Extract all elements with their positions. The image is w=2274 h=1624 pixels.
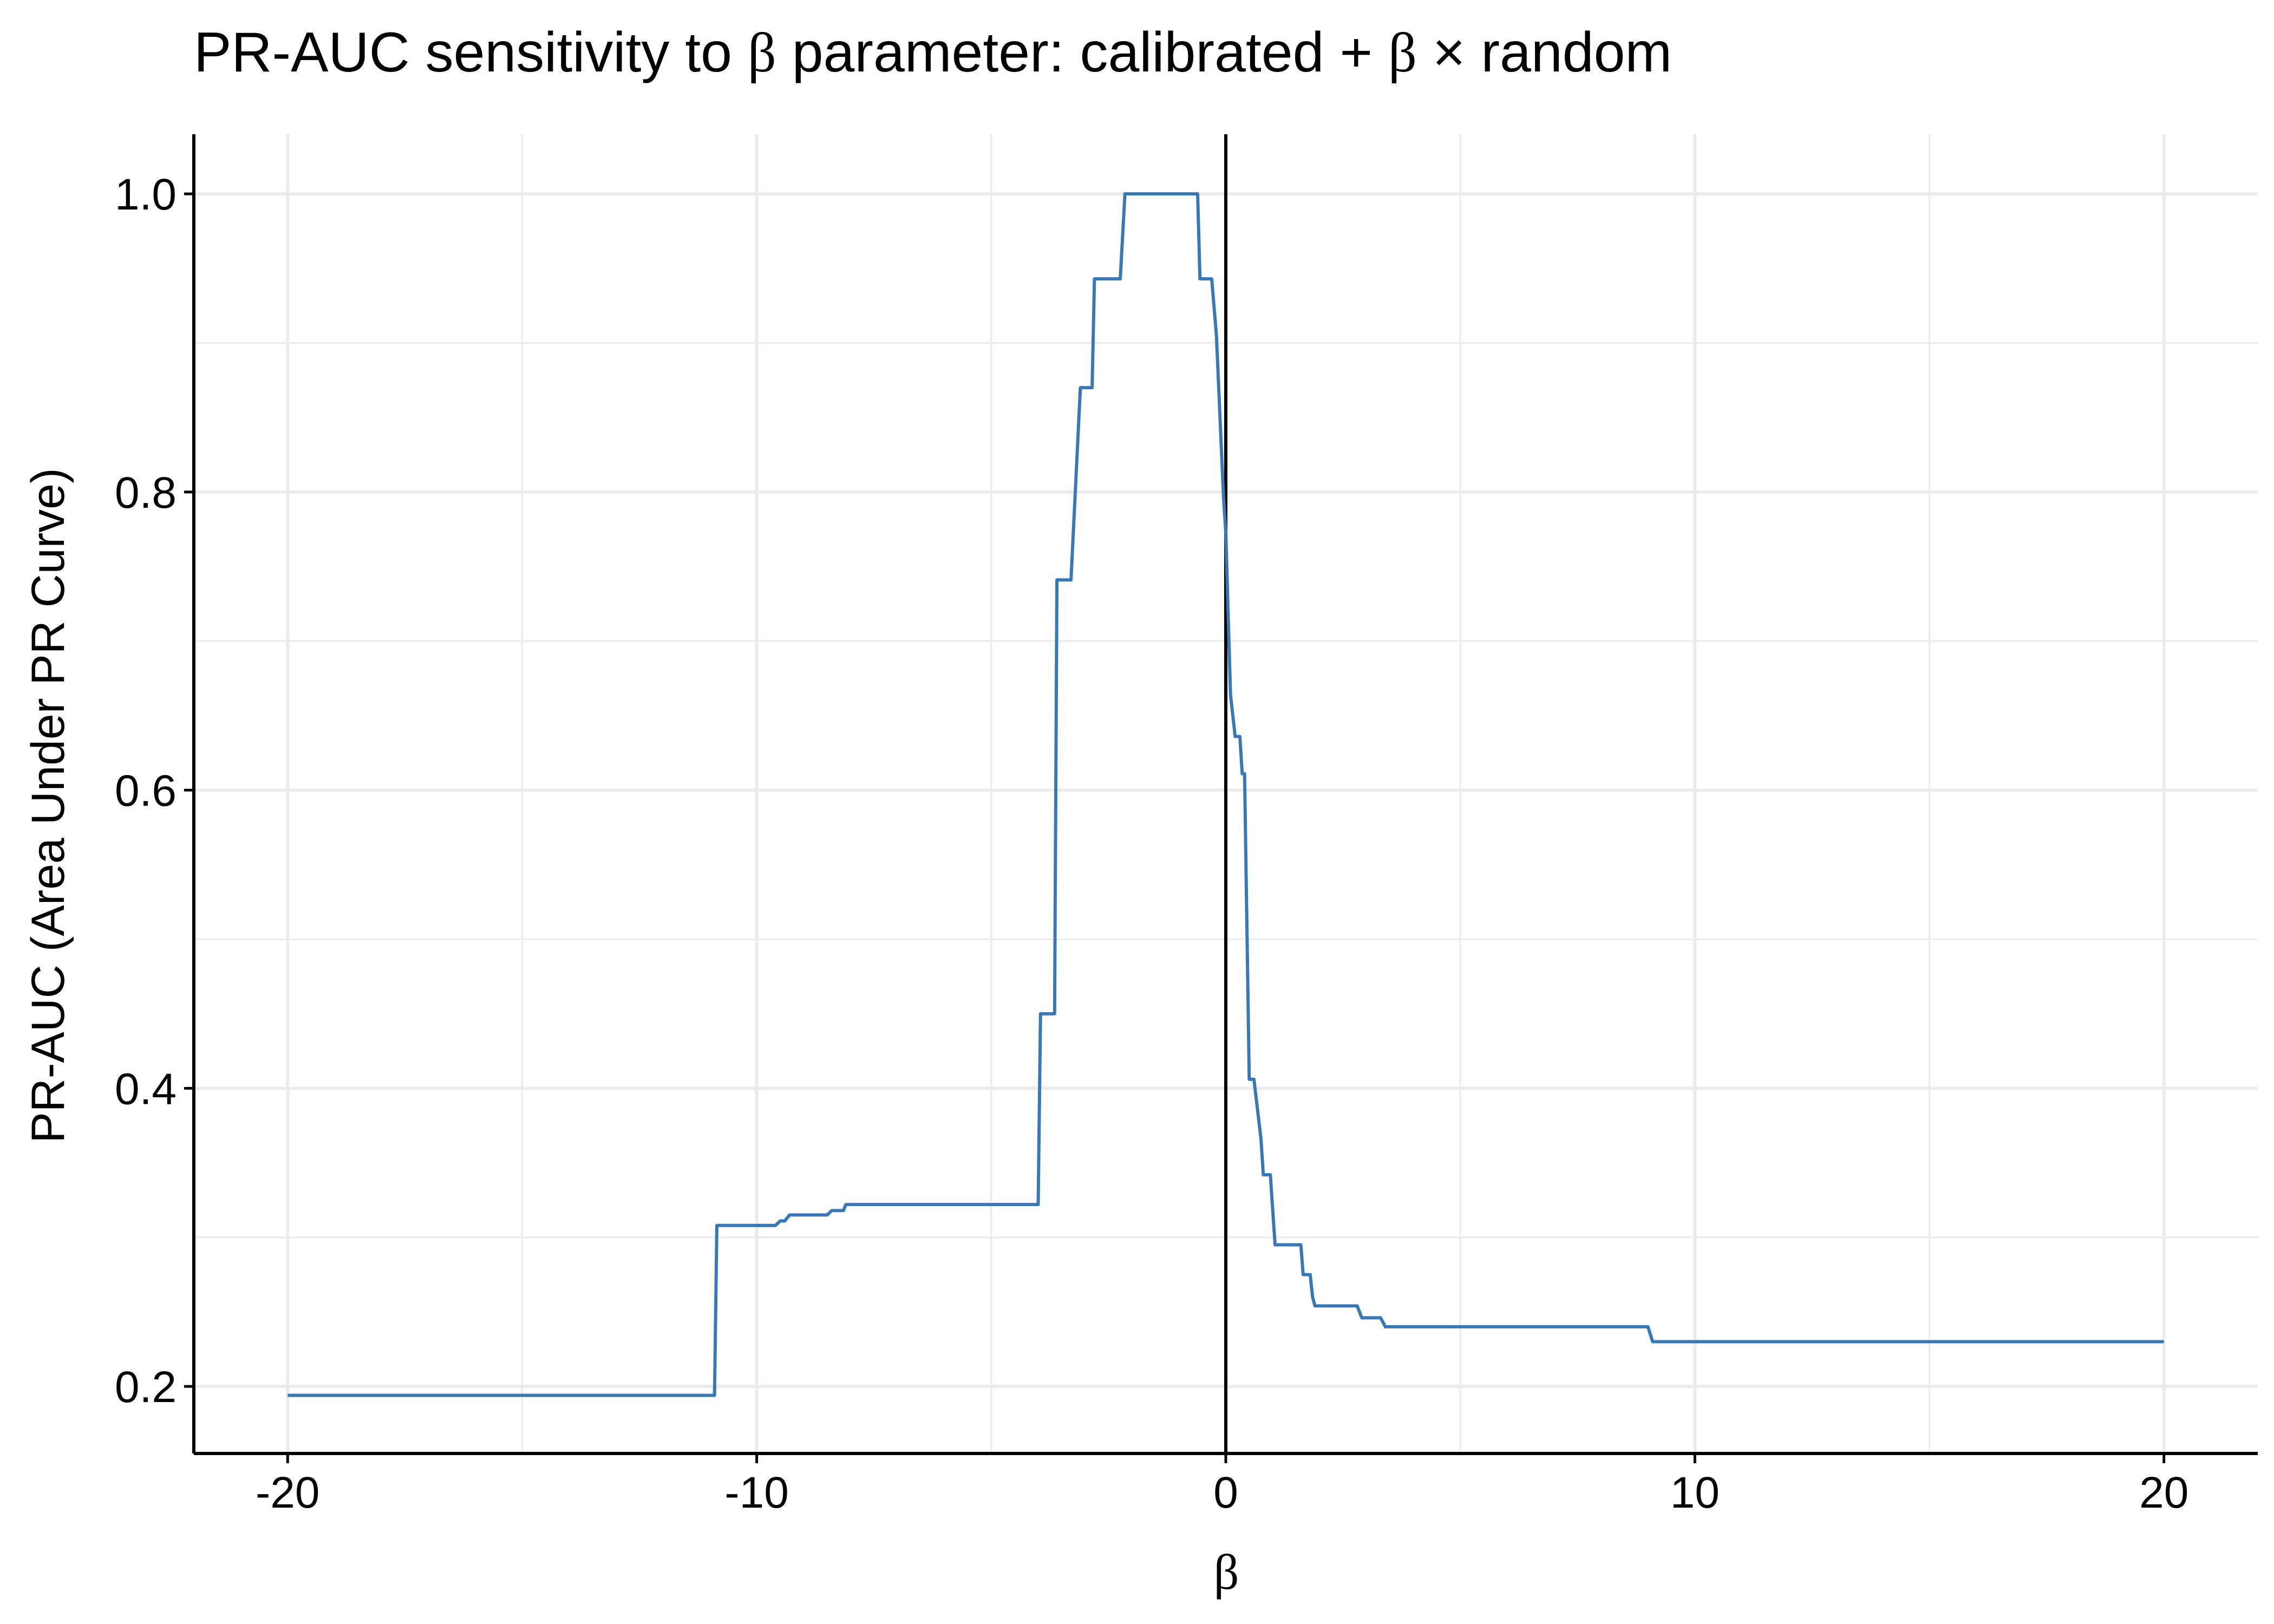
chart-title: PR-AUC sensitivity to β parameter: calib… xyxy=(194,21,1672,84)
y-tick-label: 1.0 xyxy=(115,170,177,219)
chart-title-plus: + xyxy=(1324,21,1388,84)
chart-title-post: random xyxy=(1481,21,1672,84)
chart-title-beta-2: β xyxy=(1388,22,1417,84)
y-axis-title: PR-AUC (Area Under PR Curve) xyxy=(22,468,74,1143)
axes: -20 -10 0 10 20 0.2 0.4 0.6 0.8 1.0 xyxy=(115,134,2258,1517)
chart-title-pre: PR-AUC sensitivity to xyxy=(194,21,748,84)
x-tick-label: -20 xyxy=(256,1468,320,1517)
chart-title-mid: parameter: calibrated xyxy=(776,21,1324,84)
x-tick-label: 10 xyxy=(1670,1468,1720,1517)
chart-title-beta-1: β xyxy=(748,22,776,84)
series-line xyxy=(287,192,2164,1397)
chart-title-times: × xyxy=(1417,21,1481,84)
x-tick-label: 0 xyxy=(1213,1468,1238,1517)
x-axis-title: β xyxy=(1214,1544,1239,1600)
x-tick-label: -10 xyxy=(724,1468,789,1517)
x-tick-label: 20 xyxy=(2139,1468,2188,1517)
y-tick-label: 0.6 xyxy=(115,767,177,816)
y-tick-label: 0.2 xyxy=(115,1363,177,1412)
y-tick-label: 0.8 xyxy=(115,468,177,518)
y-tick-label: 0.4 xyxy=(115,1064,177,1114)
series-layer xyxy=(287,192,2164,1397)
